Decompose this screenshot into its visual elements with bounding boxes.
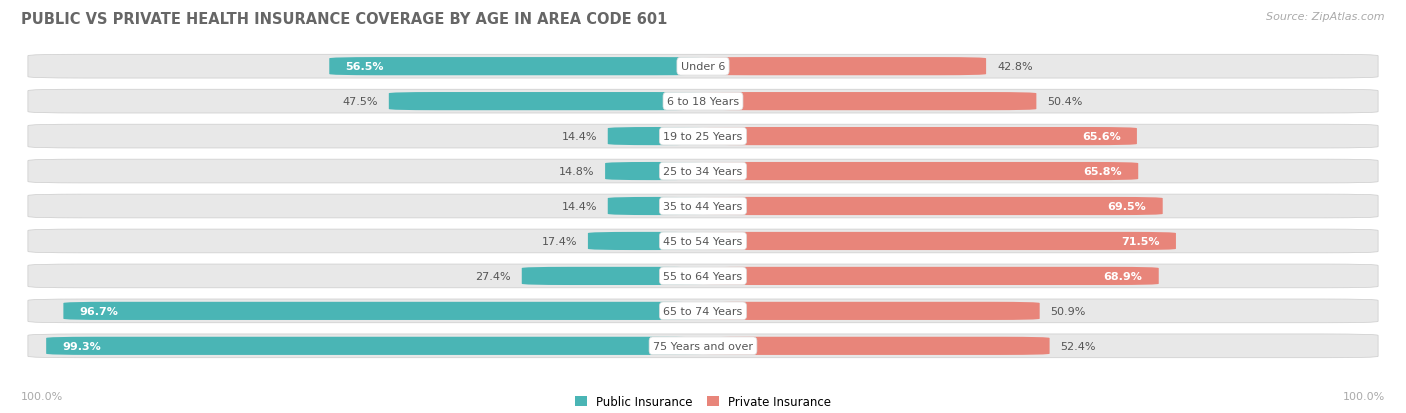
FancyBboxPatch shape <box>703 93 1036 111</box>
FancyBboxPatch shape <box>28 299 1378 323</box>
Text: 19 to 25 Years: 19 to 25 Years <box>664 132 742 142</box>
FancyBboxPatch shape <box>46 337 703 355</box>
FancyBboxPatch shape <box>522 267 703 285</box>
FancyBboxPatch shape <box>28 264 1378 288</box>
Text: 71.5%: 71.5% <box>1121 236 1160 247</box>
FancyBboxPatch shape <box>588 232 703 250</box>
Text: Source: ZipAtlas.com: Source: ZipAtlas.com <box>1267 12 1385 22</box>
FancyBboxPatch shape <box>28 125 1378 149</box>
Text: 100.0%: 100.0% <box>21 391 63 401</box>
Text: 56.5%: 56.5% <box>346 62 384 72</box>
FancyBboxPatch shape <box>703 302 1039 320</box>
Text: 65.8%: 65.8% <box>1083 166 1122 177</box>
FancyBboxPatch shape <box>703 58 986 76</box>
Text: 68.9%: 68.9% <box>1104 271 1143 281</box>
FancyBboxPatch shape <box>28 230 1378 253</box>
Text: 42.8%: 42.8% <box>997 62 1032 72</box>
Text: 25 to 34 Years: 25 to 34 Years <box>664 166 742 177</box>
Text: 52.4%: 52.4% <box>1060 341 1097 351</box>
Text: 75 Years and over: 75 Years and over <box>652 341 754 351</box>
FancyBboxPatch shape <box>389 93 703 111</box>
Text: PUBLIC VS PRIVATE HEALTH INSURANCE COVERAGE BY AGE IN AREA CODE 601: PUBLIC VS PRIVATE HEALTH INSURANCE COVER… <box>21 12 668 27</box>
Text: 27.4%: 27.4% <box>475 271 510 281</box>
FancyBboxPatch shape <box>703 267 1159 285</box>
FancyBboxPatch shape <box>703 232 1175 250</box>
FancyBboxPatch shape <box>28 334 1378 358</box>
Text: 65.6%: 65.6% <box>1081 132 1121 142</box>
FancyBboxPatch shape <box>28 90 1378 114</box>
Text: 14.4%: 14.4% <box>561 132 596 142</box>
FancyBboxPatch shape <box>28 55 1378 79</box>
Text: 50.4%: 50.4% <box>1047 97 1083 107</box>
Text: 100.0%: 100.0% <box>1343 391 1385 401</box>
FancyBboxPatch shape <box>703 128 1137 146</box>
FancyBboxPatch shape <box>28 160 1378 183</box>
Text: 14.4%: 14.4% <box>561 202 596 211</box>
Legend: Public Insurance, Private Insurance: Public Insurance, Private Insurance <box>575 395 831 408</box>
FancyBboxPatch shape <box>703 337 1050 355</box>
FancyBboxPatch shape <box>28 195 1378 218</box>
Text: 65 to 74 Years: 65 to 74 Years <box>664 306 742 316</box>
Text: 6 to 18 Years: 6 to 18 Years <box>666 97 740 107</box>
Text: 69.5%: 69.5% <box>1108 202 1146 211</box>
Text: 99.3%: 99.3% <box>62 341 101 351</box>
Text: 45 to 54 Years: 45 to 54 Years <box>664 236 742 247</box>
Text: 35 to 44 Years: 35 to 44 Years <box>664 202 742 211</box>
FancyBboxPatch shape <box>63 302 703 320</box>
Text: 17.4%: 17.4% <box>541 236 576 247</box>
Text: 96.7%: 96.7% <box>80 306 118 316</box>
Text: Under 6: Under 6 <box>681 62 725 72</box>
FancyBboxPatch shape <box>607 128 703 146</box>
FancyBboxPatch shape <box>607 197 703 216</box>
FancyBboxPatch shape <box>329 58 703 76</box>
FancyBboxPatch shape <box>605 163 703 181</box>
FancyBboxPatch shape <box>703 197 1163 216</box>
Text: 50.9%: 50.9% <box>1050 306 1085 316</box>
FancyBboxPatch shape <box>703 163 1139 181</box>
Text: 55 to 64 Years: 55 to 64 Years <box>664 271 742 281</box>
Text: 47.5%: 47.5% <box>343 97 378 107</box>
Text: 14.8%: 14.8% <box>558 166 595 177</box>
